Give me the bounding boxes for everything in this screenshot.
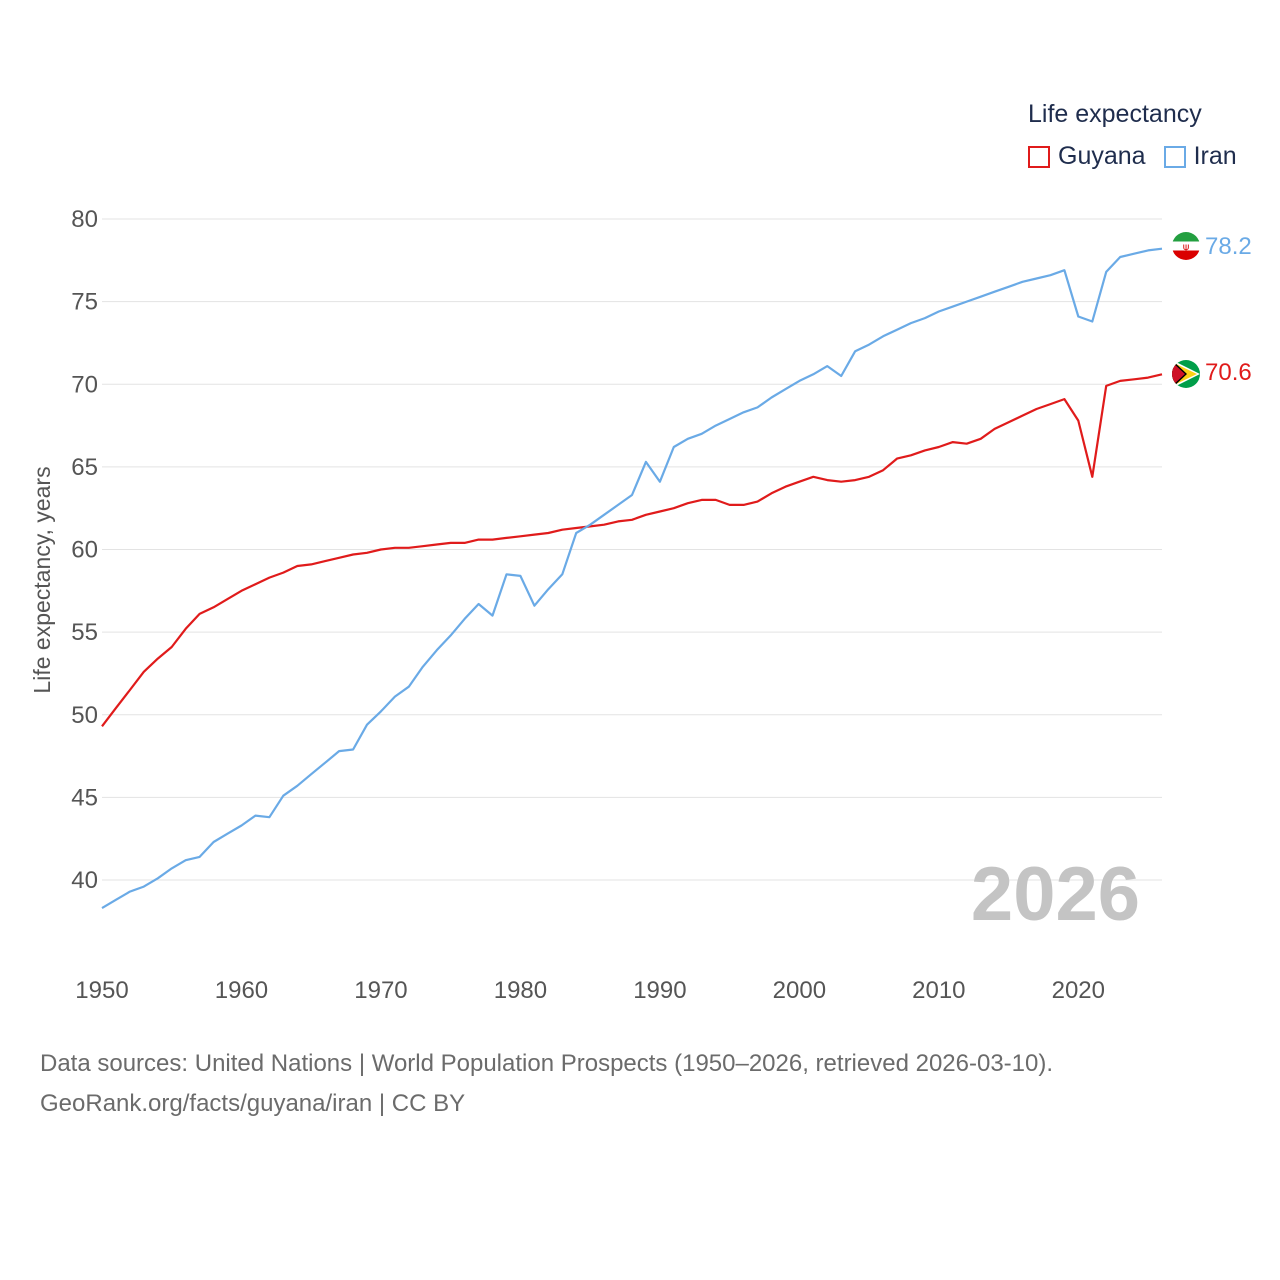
iran-end-value-label: 78.2 <box>1205 233 1252 260</box>
x-tick-label: 1950 <box>75 977 128 1004</box>
series-lines <box>101 247 1163 910</box>
legend-item-iran[interactable]: Iran <box>1163 142 1237 171</box>
source-link[interactable]: GeoRank.org/facts/guyana/iran | CC BY <box>40 1090 466 1117</box>
y-axis-title: Life expectancy, years <box>29 466 55 693</box>
y-tick-label: 75 <box>71 289 98 316</box>
y-tick-label: 50 <box>71 702 98 729</box>
y-tick-label: 65 <box>71 454 98 481</box>
legend: Guyana Iran <box>1028 142 1255 171</box>
year-watermark: 2026 <box>971 852 1140 937</box>
iran-flag-icon: ψ <box>1172 232 1200 260</box>
y-tick-label: 80 <box>71 206 98 233</box>
svg-text:ψ: ψ <box>1183 242 1190 253</box>
source-note: Data sources: United Nations | World Pop… <box>40 1044 1053 1124</box>
guyana-flag-icon <box>1172 360 1200 388</box>
y-tick-label: 55 <box>71 619 98 646</box>
series-line-iran[interactable] <box>101 247 1163 910</box>
series-line-guyana[interactable] <box>101 373 1163 727</box>
x-tick-label: 2000 <box>773 977 826 1004</box>
y-tick-label: 45 <box>71 784 98 811</box>
x-tick-label: 1960 <box>215 977 268 1004</box>
legend-title: Life expectancy <box>1028 100 1202 128</box>
legend-item-guyana[interactable]: Guyana <box>1028 142 1146 171</box>
end-markers: ψ <box>1172 232 1200 388</box>
y-axis-ticks: 40 45 50 55 60 65 70 75 80 <box>71 206 98 894</box>
x-axis-ticks: 1950 1960 1970 1980 1990 2000 2010 2020 <box>75 977 1105 1004</box>
source-line: Data sources: United Nations | World Pop… <box>40 1050 1054 1077</box>
x-tick-label: 2020 <box>1052 977 1105 1004</box>
y-tick-label: 40 <box>71 867 98 894</box>
guyana-end-value-label: 70.6 <box>1205 359 1252 386</box>
y-tick-label: 60 <box>71 537 98 564</box>
legend-swatch-iran <box>1163 145 1186 168</box>
gridlines <box>102 218 1162 881</box>
x-tick-label: 1980 <box>494 977 547 1004</box>
x-tick-label: 1970 <box>354 977 407 1004</box>
y-tick-label: 70 <box>71 371 98 398</box>
x-tick-label: 2010 <box>912 977 965 1004</box>
legend-label-iran: Iran <box>1193 142 1237 170</box>
legend-swatch-guyana <box>1028 145 1050 168</box>
legend-label-guyana: Guyana <box>1058 142 1146 170</box>
x-tick-label: 1990 <box>633 977 686 1004</box>
